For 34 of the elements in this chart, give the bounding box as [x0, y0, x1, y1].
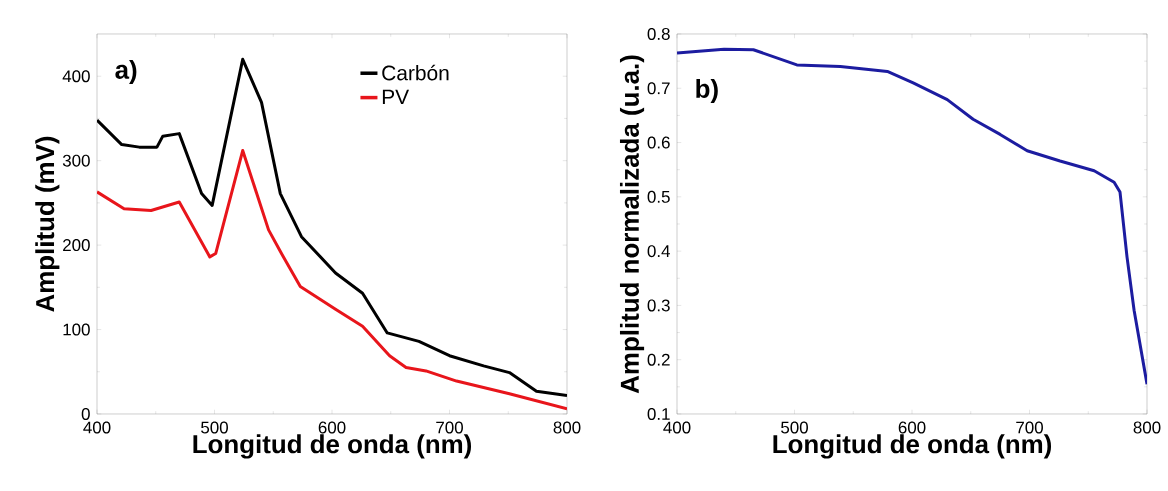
x-axis-title: Longitud de onda (nm): [773, 434, 1052, 459]
y-tick-label: 0.7: [647, 82, 670, 95]
legend-label: Carbón: [382, 64, 449, 81]
y-tick-label: 0.3: [647, 299, 670, 312]
y-tick-label: 400: [62, 70, 90, 83]
legend-label: PV: [382, 89, 410, 105]
y-tick-label: 0.2: [647, 353, 670, 366]
annotation: b): [696, 78, 718, 104]
x-tick-label: 800: [553, 421, 581, 434]
y-tick-label: 0.8: [647, 27, 670, 40]
y-axis-title: Amplitud (mV): [35, 136, 60, 312]
x-tick-label: 400: [663, 421, 691, 434]
x-tick-label: 800: [1133, 421, 1161, 434]
y-tick-label: 100: [63, 323, 90, 336]
y-tick-label: 0.4: [647, 245, 670, 258]
x-tick-label: 700: [436, 421, 463, 434]
y-tick-label: 0.1: [647, 407, 670, 420]
y-tick-label: 300: [62, 154, 90, 167]
y-tick-label: 0.5: [647, 190, 670, 203]
y-axis-title: Amplitud normalizada (u.a.): [619, 55, 645, 394]
x-tick-label: 500: [781, 421, 808, 434]
y-tick-label: 200: [63, 239, 90, 252]
y-tick-label: 0: [81, 407, 90, 420]
y-tick-label: 0.6: [647, 136, 670, 149]
x-tick-label: 500: [201, 421, 228, 434]
line-series: [97, 57, 568, 397]
annotation: a): [115, 59, 137, 85]
line-series: [97, 149, 568, 411]
x-tick-label: 400: [83, 421, 111, 434]
x-tick-label: 700: [1016, 421, 1043, 434]
x-axis-title: Longitud de onda (nm): [193, 434, 472, 459]
x-tick-label: 600: [898, 421, 926, 434]
line-series: [677, 47, 1148, 386]
x-tick-label: 600: [318, 421, 346, 434]
